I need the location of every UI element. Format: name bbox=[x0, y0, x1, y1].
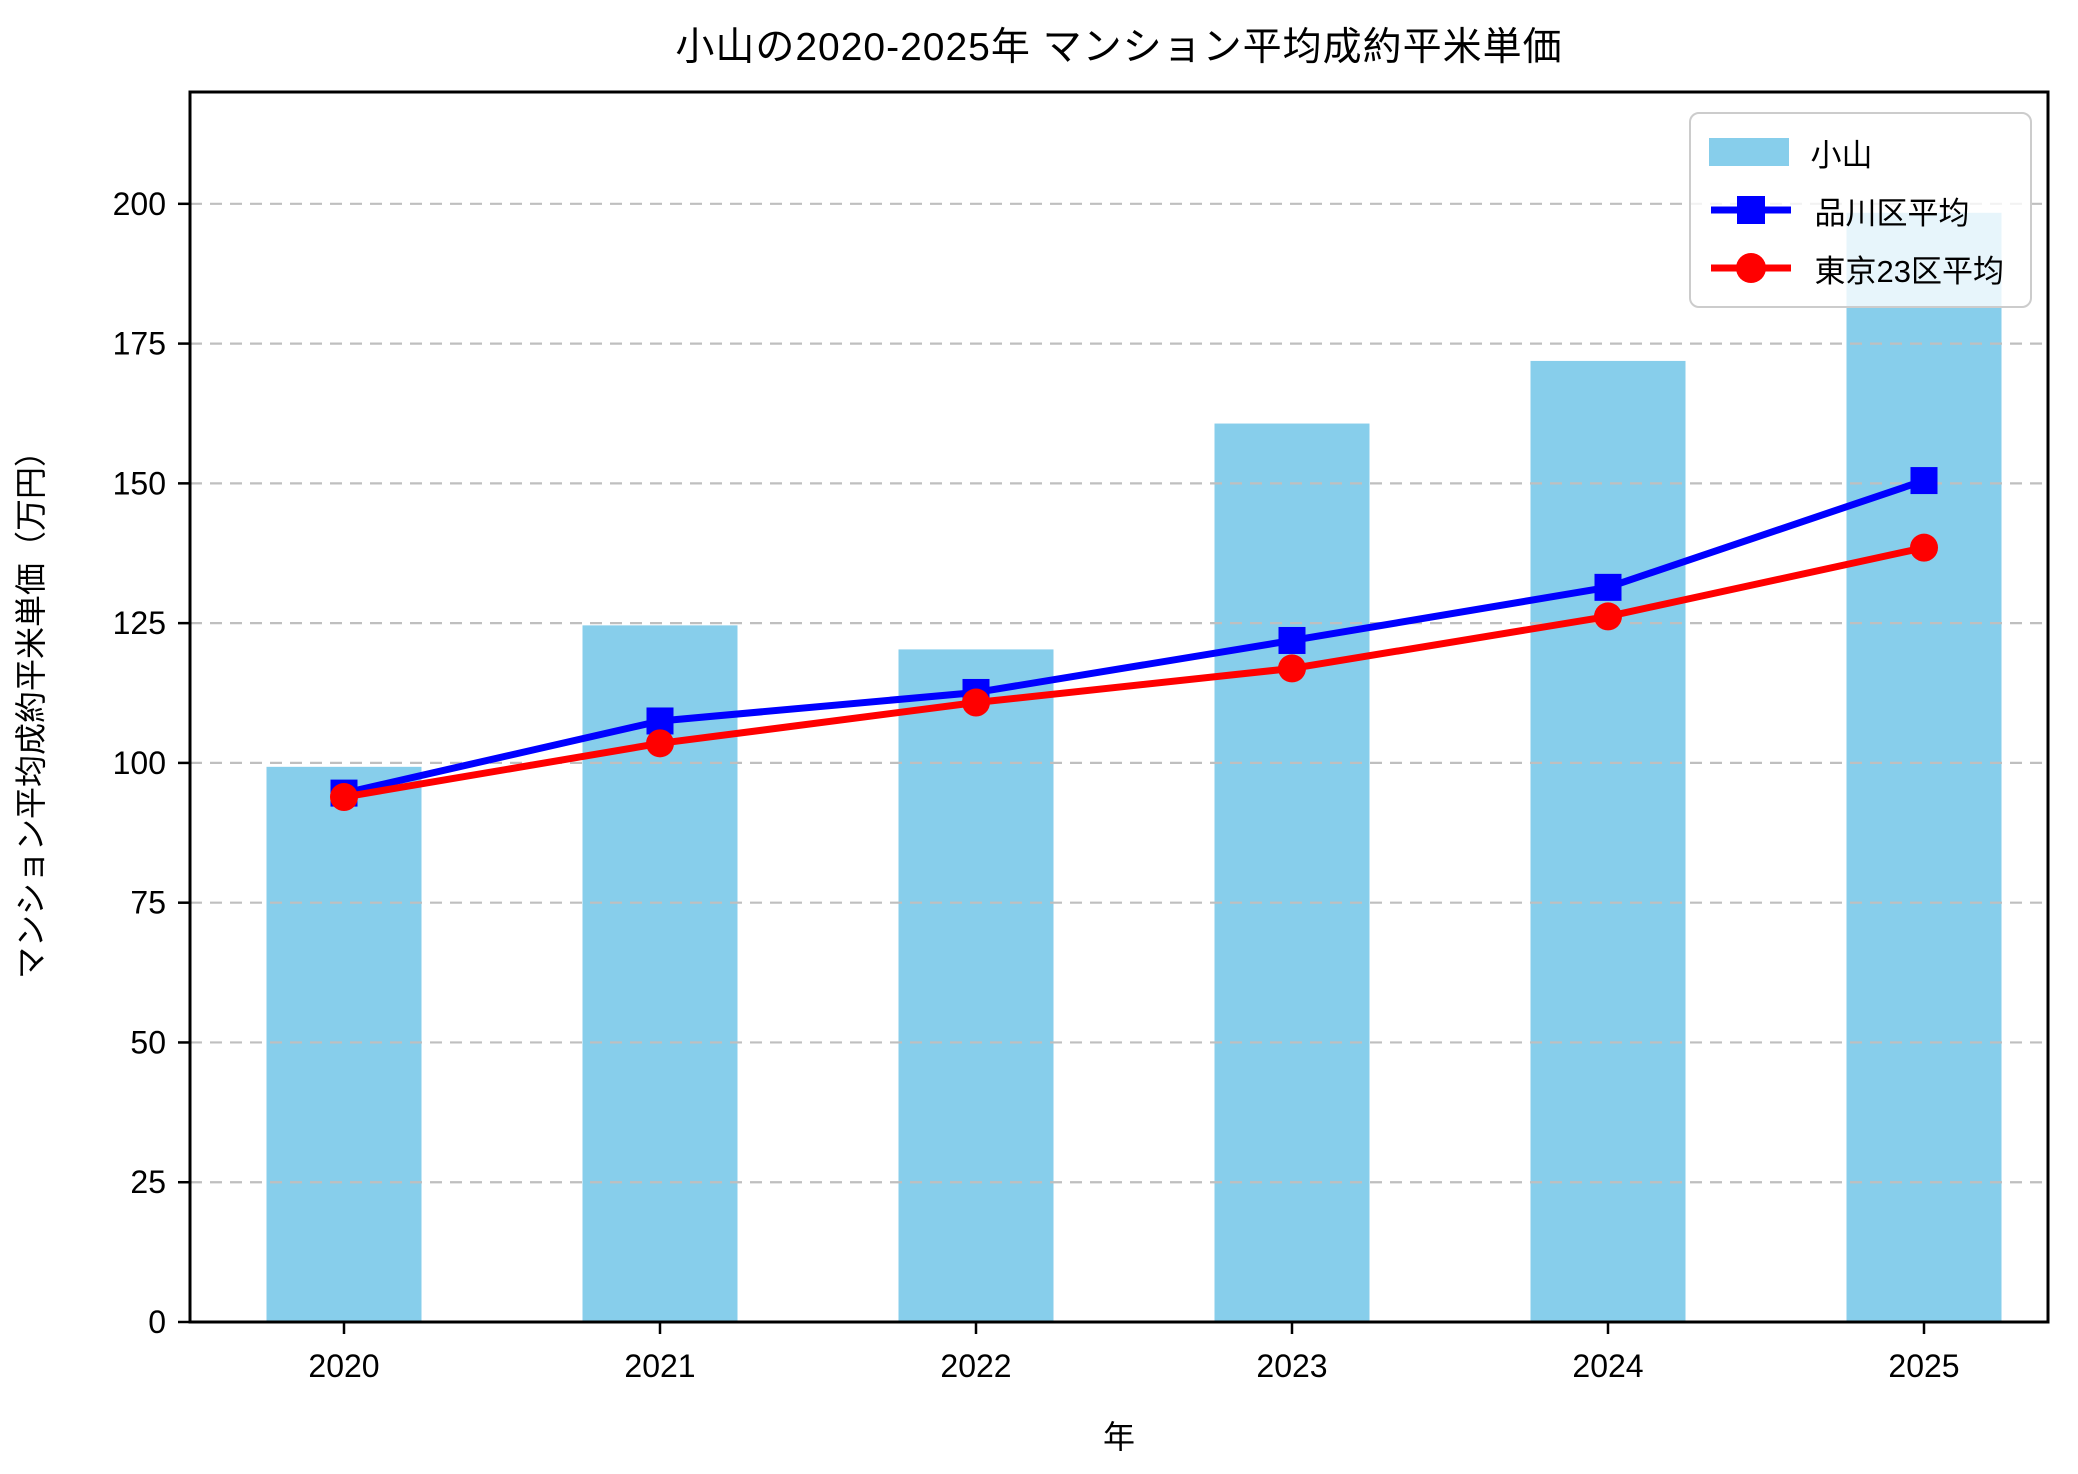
line-square-swatch-icon bbox=[1710, 196, 1791, 224]
gridlines bbox=[190, 202, 2048, 1184]
x-axis-label: 年 bbox=[1103, 1419, 1135, 1455]
y-tick-label: 175 bbox=[113, 326, 166, 362]
x-tick-label: 2025 bbox=[1888, 1348, 1959, 1384]
tick-labels: 2020 2021 2022 2023 2024 2025 0 25 50 75 100 125 150… bbox=[113, 186, 1960, 1384]
marker-circle-2023 bbox=[1278, 654, 1306, 683]
plot-border bbox=[188, 90, 2050, 1324]
marker-square-2025 bbox=[1910, 467, 1938, 495]
bar-2020 bbox=[266, 766, 422, 1322]
legend-label-tokyo23: 東京23区平均 bbox=[1814, 253, 2004, 289]
y-tick-label: 25 bbox=[130, 1164, 166, 1200]
bar-2024 bbox=[1530, 360, 1686, 1322]
legend-label-shinagawa: 品川区平均 bbox=[1814, 195, 1970, 231]
marker-square-2024 bbox=[1594, 573, 1622, 601]
bars bbox=[266, 212, 2002, 1323]
x-tick-label: 2020 bbox=[308, 1348, 379, 1384]
marker-circle-2020 bbox=[330, 783, 358, 812]
line-series bbox=[330, 467, 1938, 812]
legend-item-koyama: 小山 bbox=[1708, 130, 2004, 174]
marker-circle-2021 bbox=[646, 729, 674, 758]
axes-frame bbox=[188, 90, 2050, 1324]
y-tick-label: 200 bbox=[113, 186, 166, 222]
line-circle-swatch-icon bbox=[1710, 253, 1791, 283]
marker-circle-2025 bbox=[1910, 533, 1938, 562]
y-tick-label: 100 bbox=[113, 745, 166, 781]
x-tick-label: 2024 bbox=[1572, 1348, 1643, 1384]
bar-swatch-icon bbox=[1708, 138, 1789, 166]
line-東京23区平均 bbox=[330, 533, 1938, 812]
legend-item-shinagawa: 品川区平均 bbox=[1709, 188, 2004, 232]
y-tick-label: 150 bbox=[113, 465, 166, 501]
x-tick-label: 2021 bbox=[624, 1348, 695, 1384]
bar-2023 bbox=[1214, 423, 1370, 1323]
line-path bbox=[343, 544, 1925, 801]
legend-item-tokyo23: 東京23区平均 bbox=[1709, 246, 2004, 290]
x-tick-label: 2022 bbox=[940, 1348, 1011, 1384]
line-path bbox=[343, 477, 1926, 797]
bar-2025 bbox=[1846, 212, 2002, 1322]
y-tick-label: 125 bbox=[113, 605, 166, 641]
marker-square-2023 bbox=[1278, 626, 1306, 654]
chart-title: 小山の2020-2025年 マンション平均成約平米単価 bbox=[675, 26, 1563, 69]
legend: 小山 品川区平均 東京23区平均 bbox=[1688, 112, 2032, 308]
bar-2022 bbox=[898, 649, 1054, 1322]
marker-circle-2024 bbox=[1594, 602, 1622, 631]
y-tick-label: 0 bbox=[148, 1304, 166, 1340]
marker-circle-2022 bbox=[962, 688, 990, 717]
x-tick-label: 2023 bbox=[1256, 1348, 1327, 1384]
y-tick-label: 50 bbox=[130, 1024, 166, 1060]
y-axis-label: マンション平均成約平米単価（万円） bbox=[13, 435, 49, 979]
y-tick-label: 75 bbox=[130, 885, 166, 921]
legend-label-koyama: 小山 bbox=[1810, 137, 1873, 173]
